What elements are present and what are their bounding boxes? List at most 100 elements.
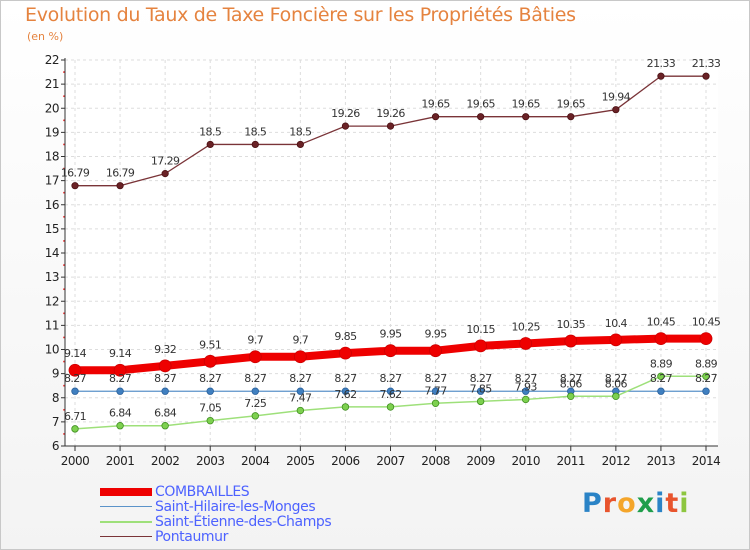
data-point <box>657 387 665 395</box>
y-tick-label: 6 <box>52 439 59 453</box>
data-label: 10.45 <box>692 316 721 329</box>
data-point <box>567 113 575 121</box>
data-label: 8.27 <box>199 372 222 385</box>
y-tick-label: 11 <box>45 318 59 332</box>
data-point <box>341 387 350 395</box>
legend-swatch <box>100 520 152 523</box>
data-label: 8.89 <box>650 357 673 370</box>
data-label: 21.33 <box>692 57 721 70</box>
data-label: 8.27 <box>244 372 267 385</box>
data-point <box>158 359 172 373</box>
legend-label: Pontaumur <box>155 528 228 545</box>
legend-swatch <box>100 487 152 496</box>
x-tick-label: 2012 <box>602 454 631 468</box>
y-tick-label: 20 <box>45 101 59 115</box>
data-point <box>251 140 259 149</box>
data-point <box>657 372 665 380</box>
y-minor-tick <box>63 143 65 146</box>
data-label: 8.27 <box>650 372 673 385</box>
x-tick-label: 2010 <box>511 454 540 468</box>
data-label: 19.65 <box>511 98 540 111</box>
data-point <box>384 344 397 358</box>
data-label: 10.45 <box>647 316 676 329</box>
y-tick-label: 22 <box>45 53 59 67</box>
legend-label: Saint-Étienne-des-Champs <box>155 513 332 530</box>
data-label: 9.32 <box>154 343 176 356</box>
data-label: 17.29 <box>151 155 180 168</box>
data-point <box>251 387 259 395</box>
legend-item: Saint-Hilaire-les-Monges <box>100 499 331 515</box>
data-point <box>339 346 352 360</box>
x-tick-label: 2001 <box>106 454 135 468</box>
legend-swatch <box>100 505 152 508</box>
data-point <box>477 113 485 121</box>
data-point <box>702 372 710 380</box>
y-minor-tick <box>63 384 65 387</box>
data-label: 19.94 <box>602 91 631 104</box>
chart-title: Evolution du Taux de Taxe Foncière sur l… <box>25 4 576 26</box>
y-tick-label: 21 <box>45 77 59 91</box>
data-label: 8.27 <box>515 372 538 385</box>
y-minor-tick <box>63 240 65 242</box>
data-label: 8.27 <box>64 372 87 385</box>
data-point <box>341 122 350 130</box>
data-label: 10.15 <box>466 323 495 336</box>
data-label: 7.62 <box>334 388 356 401</box>
data-label: 19.65 <box>421 98 450 111</box>
data-point <box>71 182 79 190</box>
y-minor-tick <box>63 360 65 363</box>
data-point <box>113 363 127 377</box>
data-point <box>386 403 395 411</box>
data-point <box>116 422 124 430</box>
y-minor-tick <box>63 433 65 435</box>
x-tick-label: 2002 <box>151 454 180 468</box>
y-tick-label: 8 <box>52 391 59 405</box>
data-label: 8.27 <box>605 372 628 385</box>
chart-legend: COMBRAILLES Saint-Hilaire-les-Monges Saint… <box>100 484 332 545</box>
data-point <box>296 406 305 415</box>
data-point <box>431 399 440 407</box>
legend-item: COMBRAILLES <box>100 484 331 500</box>
data-point <box>116 182 124 190</box>
logo-letter: i <box>655 488 666 519</box>
y-tick-label: 13 <box>45 270 59 284</box>
data-point <box>71 425 79 433</box>
data-label: 8.27 <box>560 372 583 385</box>
data-label: 7.93 <box>515 380 538 393</box>
y-minor-tick <box>63 71 65 73</box>
data-label: 9.95 <box>425 328 448 341</box>
data-label: 19.26 <box>376 107 405 120</box>
y-tick-label: 16 <box>45 198 59 212</box>
y-minor-tick <box>63 336 65 339</box>
y-tick-label: 12 <box>45 294 59 308</box>
x-tick-label: 2009 <box>466 454 495 468</box>
data-point <box>161 170 169 178</box>
y-minor-tick <box>63 215 65 218</box>
data-label: 10.4 <box>605 317 628 330</box>
logo-letter: t <box>665 488 680 519</box>
y-tick-label: 14 <box>45 246 59 260</box>
data-point <box>206 387 214 395</box>
logo-letter: r <box>602 488 618 519</box>
x-tick-label: 2005 <box>286 454 315 468</box>
data-label: 9.85 <box>334 330 357 343</box>
y-minor-tick <box>63 312 65 315</box>
data-label: 8.27 <box>695 372 718 385</box>
data-label: 19.65 <box>557 98 586 111</box>
y-minor-tick <box>63 408 65 411</box>
data-point <box>293 350 307 364</box>
data-point <box>699 332 713 346</box>
y-minor-tick <box>63 95 65 98</box>
data-point <box>386 122 395 130</box>
data-point <box>248 350 262 364</box>
legend-swatch <box>100 535 152 538</box>
data-point <box>567 392 575 401</box>
y-tick-label: 17 <box>45 174 59 188</box>
y-minor-tick <box>63 288 65 291</box>
data-point <box>519 337 533 350</box>
data-point <box>296 140 304 149</box>
data-point <box>206 140 214 149</box>
data-point <box>341 403 350 411</box>
data-point <box>429 344 442 358</box>
